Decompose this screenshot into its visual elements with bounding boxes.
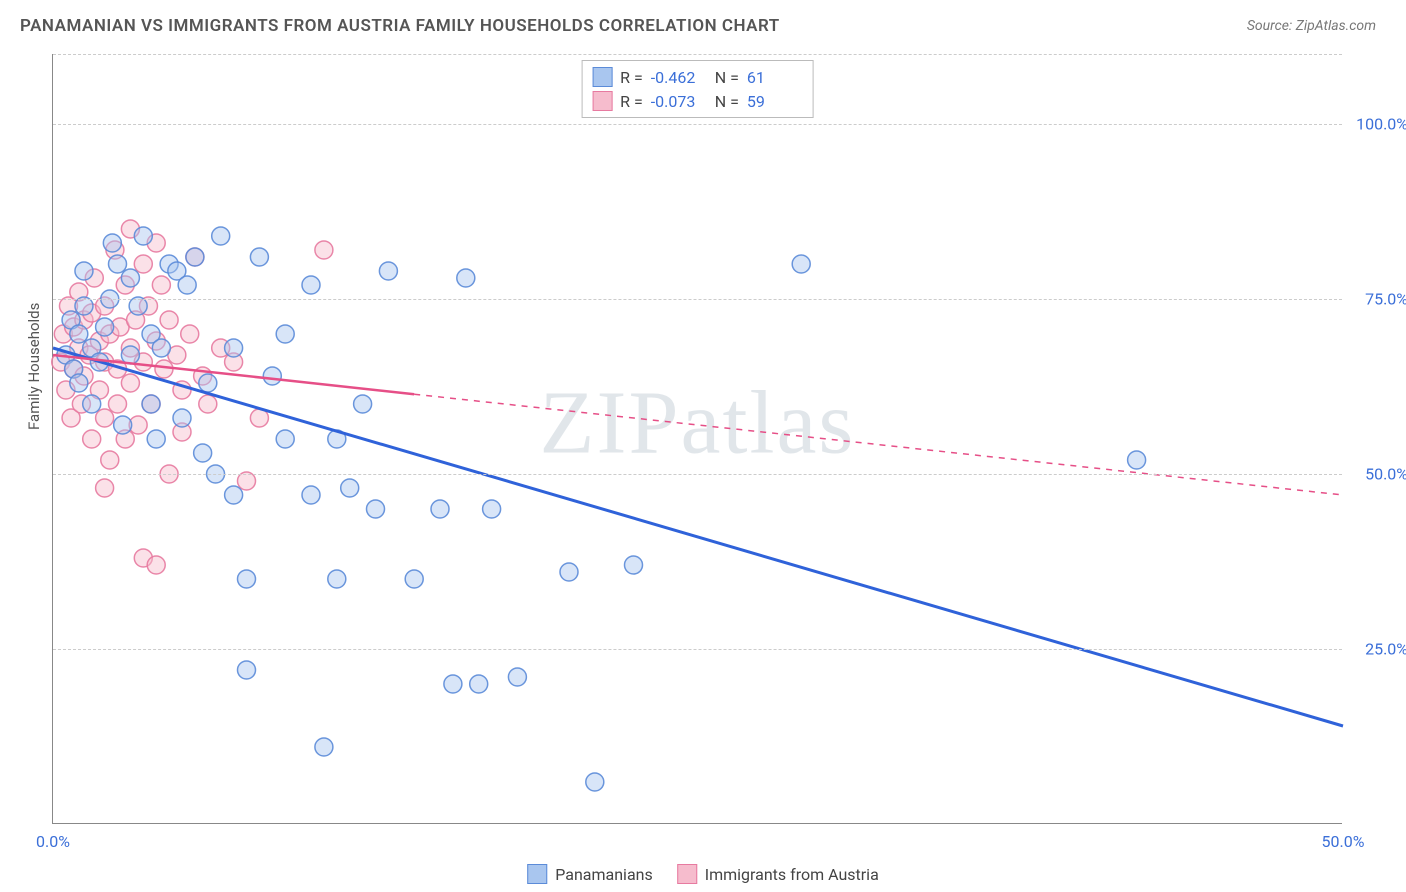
legend-item-series-0: Panamanians [527, 864, 653, 884]
gridline-h [53, 299, 1342, 300]
legend-swatch-1 [677, 864, 697, 884]
chart-container: PANAMANIAN VS IMMIGRANTS FROM AUSTRIA FA… [0, 0, 1406, 892]
stats-row-series-0: R = -0.462 N = 61 [592, 65, 803, 89]
x-tick-label: 50.0% [1322, 832, 1365, 851]
chart-svg [53, 54, 1342, 823]
stat-n-value-0: 61 [747, 68, 803, 87]
stat-r-label-1: R = [620, 92, 643, 111]
gridline-h [53, 54, 1342, 55]
legend-item-series-1: Immigrants from Austria [677, 864, 879, 884]
stat-r-value-0: -0.462 [651, 68, 707, 87]
y-tick-label: 25.0% [1348, 640, 1406, 659]
stat-n-value-1: 59 [747, 92, 803, 111]
stat-n-label-0: N = [715, 68, 739, 87]
x-tick-label: 0.0% [36, 832, 70, 851]
x-axis-legend: Panamanians Immigrants from Austria [527, 864, 879, 884]
y-tick-label: 50.0% [1348, 465, 1406, 484]
stat-n-label-1: N = [715, 92, 739, 111]
stat-r-label-0: R = [620, 68, 643, 87]
plot-area: ZIPatlas R = -0.462 N = 61 R = -0.073 N … [52, 54, 1342, 824]
stats-legend-box: R = -0.462 N = 61 R = -0.073 N = 59 [581, 60, 814, 118]
y-tick-label: 100.0% [1348, 115, 1406, 134]
legend-swatch-0 [527, 864, 547, 884]
legend-label-1: Immigrants from Austria [705, 865, 879, 884]
y-tick-label: 75.0% [1348, 290, 1406, 309]
source-attribution: Source: ZipAtlas.com [1247, 18, 1376, 34]
legend-label-0: Panamanians [555, 865, 653, 884]
gridline-h [53, 474, 1342, 475]
gridline-h [53, 124, 1342, 125]
stat-r-value-1: -0.073 [651, 92, 707, 111]
swatch-series-0 [592, 67, 612, 87]
chart-title: PANAMANIAN VS IMMIGRANTS FROM AUSTRIA FA… [20, 16, 780, 36]
swatch-series-1 [592, 91, 612, 111]
stats-row-series-1: R = -0.073 N = 59 [592, 89, 803, 113]
gridline-h [53, 649, 1342, 650]
y-axis-label: Family Households [25, 303, 43, 430]
